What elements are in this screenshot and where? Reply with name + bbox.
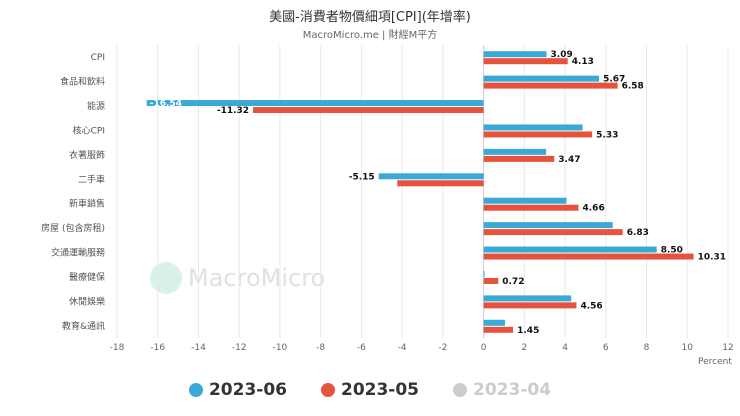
bar-2023-06 <box>483 270 485 277</box>
data-label: 5.67 <box>603 75 625 85</box>
y-category-label: 核心CPI <box>73 124 105 136</box>
x-tick-label: 0 <box>481 343 487 353</box>
watermark-text: MacroMicro <box>188 264 326 292</box>
y-category-label: 食品和飲料 <box>60 76 105 88</box>
bar-2023-05 <box>483 131 593 138</box>
y-category-label: 能源 <box>87 100 105 112</box>
bar-2023-05 <box>483 277 499 284</box>
bar-2023-05 <box>253 107 484 114</box>
chart-subtitle: MacroMicro.me | 財經M平方 <box>302 30 438 41</box>
data-label: 4.66 <box>583 204 605 214</box>
y-category-label: 房屋 (包含房租) <box>41 222 105 234</box>
watermark: MacroMicro <box>150 262 325 294</box>
x-tick-label: 4 <box>562 343 568 353</box>
y-category-label: 教育&通訊 <box>62 320 105 332</box>
legend-label: 2023-05 <box>340 380 420 400</box>
legend: 2023-06 2023-05 2023-04 <box>0 380 740 400</box>
bar-2023-06 <box>146 100 484 107</box>
bar-2023-05 <box>483 155 555 162</box>
legend-dot-icon <box>188 383 203 397</box>
x-tick-label: 12 <box>722 343 733 353</box>
data-label: 1.45 <box>517 326 539 336</box>
x-tick-label: -4 <box>398 343 407 353</box>
x-tick-label: 6 <box>603 343 609 353</box>
bar-2023-06 <box>483 124 583 131</box>
data-label: -11.32 <box>217 106 249 116</box>
y-category-label: 醫療健保 <box>69 271 105 283</box>
bar-2023-06 <box>483 75 600 82</box>
data-label: 5.33 <box>596 130 618 140</box>
data-label: -5.15 <box>349 172 375 182</box>
legend-item-2023-05[interactable]: 2023-05 <box>320 380 420 400</box>
x-tick-label: -12 <box>232 343 247 353</box>
y-category-label: CPI <box>91 53 105 63</box>
bar-2023-05 <box>483 82 618 89</box>
x-tick-label: -2 <box>438 343 447 353</box>
bar-2023-05 <box>483 253 694 260</box>
chart-title: 美國-消費者物價細項[CPI](年增率) <box>269 10 471 25</box>
legend-dot-icon <box>320 383 335 397</box>
y-category-label: 交通運輸服務 <box>51 247 105 259</box>
bar-2023-05 <box>483 58 568 65</box>
bar-2023-06 <box>483 246 657 253</box>
data-label: 3.47 <box>558 155 580 165</box>
legend-dot-icon <box>453 383 468 397</box>
bar-2023-05 <box>483 302 577 309</box>
watermark-logo-icon <box>150 262 182 294</box>
data-label: 6.83 <box>627 228 649 238</box>
bar-2023-05 <box>483 229 623 236</box>
x-tick-label: -6 <box>357 343 366 353</box>
data-label: 4.56 <box>580 301 602 311</box>
bar-2023-06 <box>483 197 567 204</box>
x-tick-label: 8 <box>644 343 650 353</box>
y-category-label: 衣著服飾 <box>69 149 105 161</box>
y-category-label: 二手車 <box>78 173 105 185</box>
bar-2023-05 <box>483 204 579 211</box>
legend-item-2023-04[interactable]: 2023-04 <box>453 380 551 400</box>
bar-2023-06 <box>483 148 547 155</box>
bar-2023-06 <box>483 319 505 326</box>
data-label: 6.58 <box>622 82 644 92</box>
data-label: 8.50 <box>661 246 683 256</box>
x-tick-label: -14 <box>191 343 206 353</box>
data-label: -16.54 <box>150 99 182 109</box>
x-axis-label: Percent <box>698 357 732 367</box>
legend-label: 2023-04 <box>473 380 552 400</box>
bar-2023-06 <box>483 295 572 302</box>
data-label: 10.31 <box>698 253 726 263</box>
x-tick-label: 10 <box>682 343 694 353</box>
data-label: 4.13 <box>572 57 594 67</box>
x-tick-label: -10 <box>273 343 288 353</box>
bar-2023-05 <box>397 180 484 187</box>
data-label: 0.72 <box>502 277 524 287</box>
x-tick-label: 2 <box>521 343 527 353</box>
bar-2023-06 <box>378 173 484 180</box>
bar-2023-06 <box>483 51 547 58</box>
x-tick-label: -18 <box>110 343 125 353</box>
legend-label: 2023-06 <box>208 380 287 400</box>
bar-2023-06 <box>483 222 613 229</box>
x-tick-label: -8 <box>316 343 325 353</box>
y-category-label: 休閒娛樂 <box>69 295 105 307</box>
legend-item-2023-06[interactable]: 2023-06 <box>188 380 287 400</box>
data-label: 3.09 <box>551 50 573 60</box>
y-category-label: 新車銷售 <box>69 198 105 210</box>
x-tick-label: -16 <box>150 343 165 353</box>
bar-2023-05 <box>483 326 514 333</box>
